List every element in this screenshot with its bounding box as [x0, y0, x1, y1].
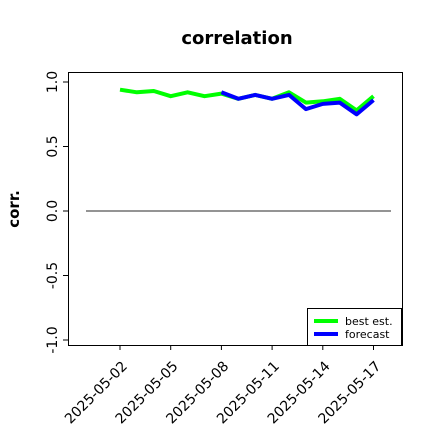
legend-label-best-est: best est.	[345, 315, 393, 328]
legend-label-forecast: forecast	[345, 328, 390, 341]
series-line-best-est	[119, 87, 375, 113]
y-tick-label: -1.0	[45, 326, 61, 353]
y-tick-label: 0.0	[45, 200, 61, 222]
plot-frame	[68, 72, 403, 346]
series-layer	[119, 87, 375, 117]
y-axis-label: corr.	[5, 190, 23, 228]
legend-box	[307, 308, 402, 346]
y-tick-label: -0.5	[45, 262, 61, 289]
y-tick-label: 0.5	[45, 135, 61, 157]
x-axis-ticks: 2025-05-022025-05-052025-05-082025-05-11…	[62, 345, 384, 427]
series-line-forecast	[220, 90, 375, 117]
chart-title: correlation	[181, 28, 292, 49]
legend: best est. forecast	[307, 308, 402, 346]
y-tick-label: 1.0	[45, 71, 61, 93]
y-axis-ticks: 1.0 0.5 0.0 -0.5 -1.0	[45, 71, 68, 354]
